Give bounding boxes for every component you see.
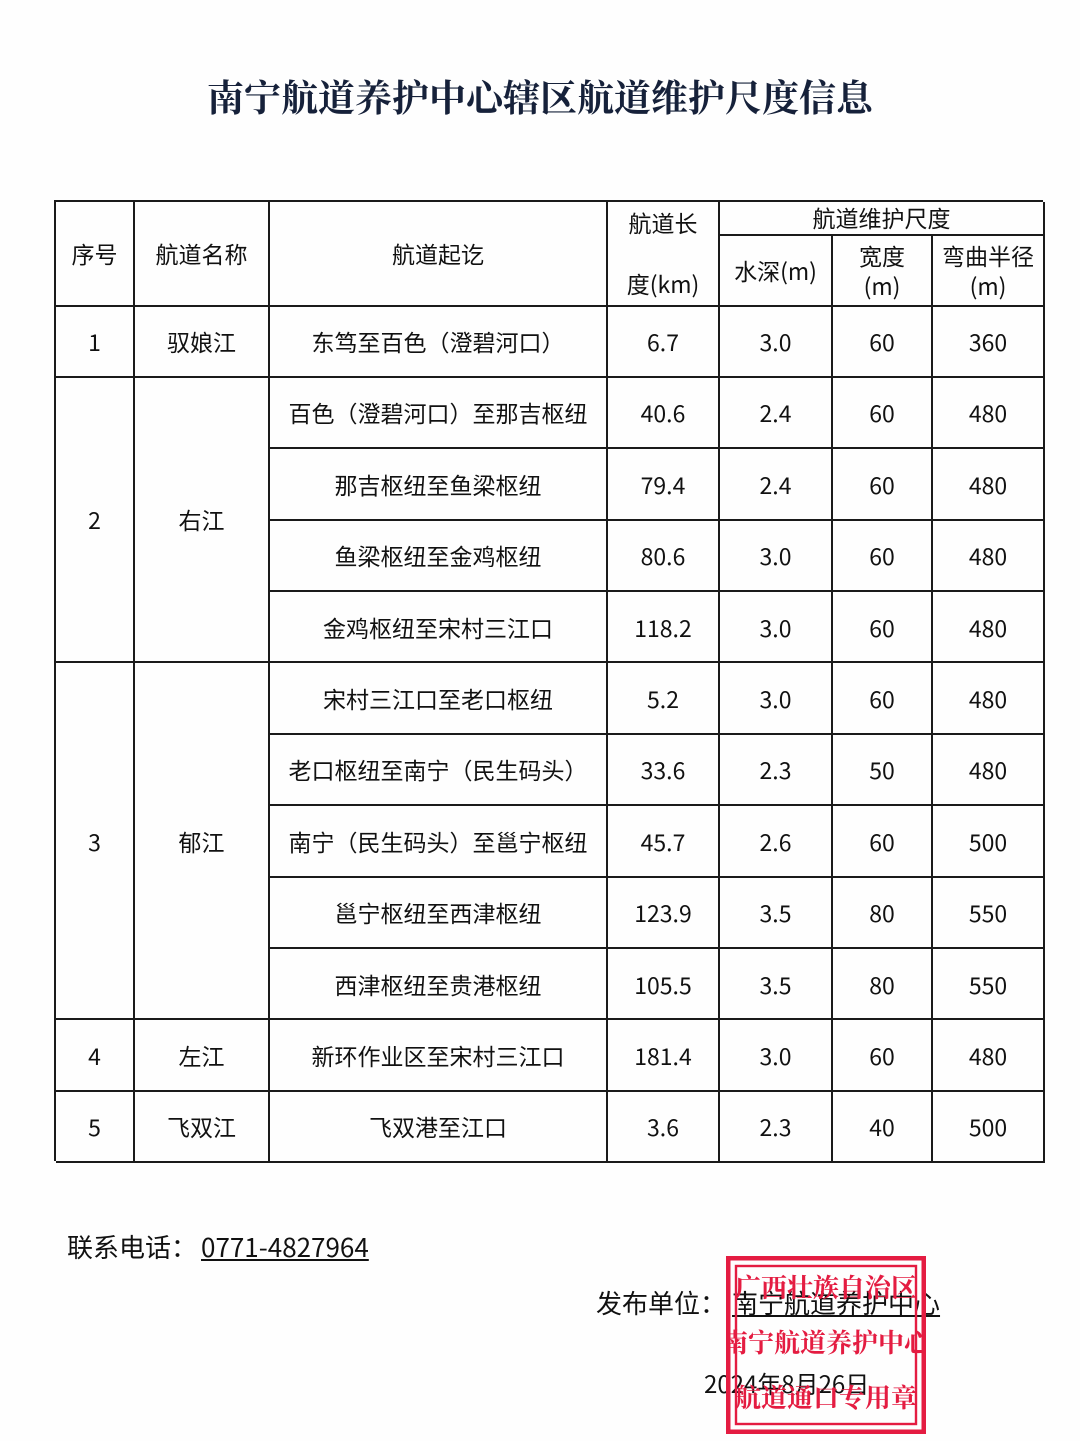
svg-text:广西壮族自治区: 广西壮族自治区 (735, 1268, 917, 1305)
svg-text:南宁航道养护中心: 南宁航道养护中心 (726, 1323, 926, 1360)
svg-text:航道通口专用章: 航道通口专用章 (735, 1378, 917, 1415)
